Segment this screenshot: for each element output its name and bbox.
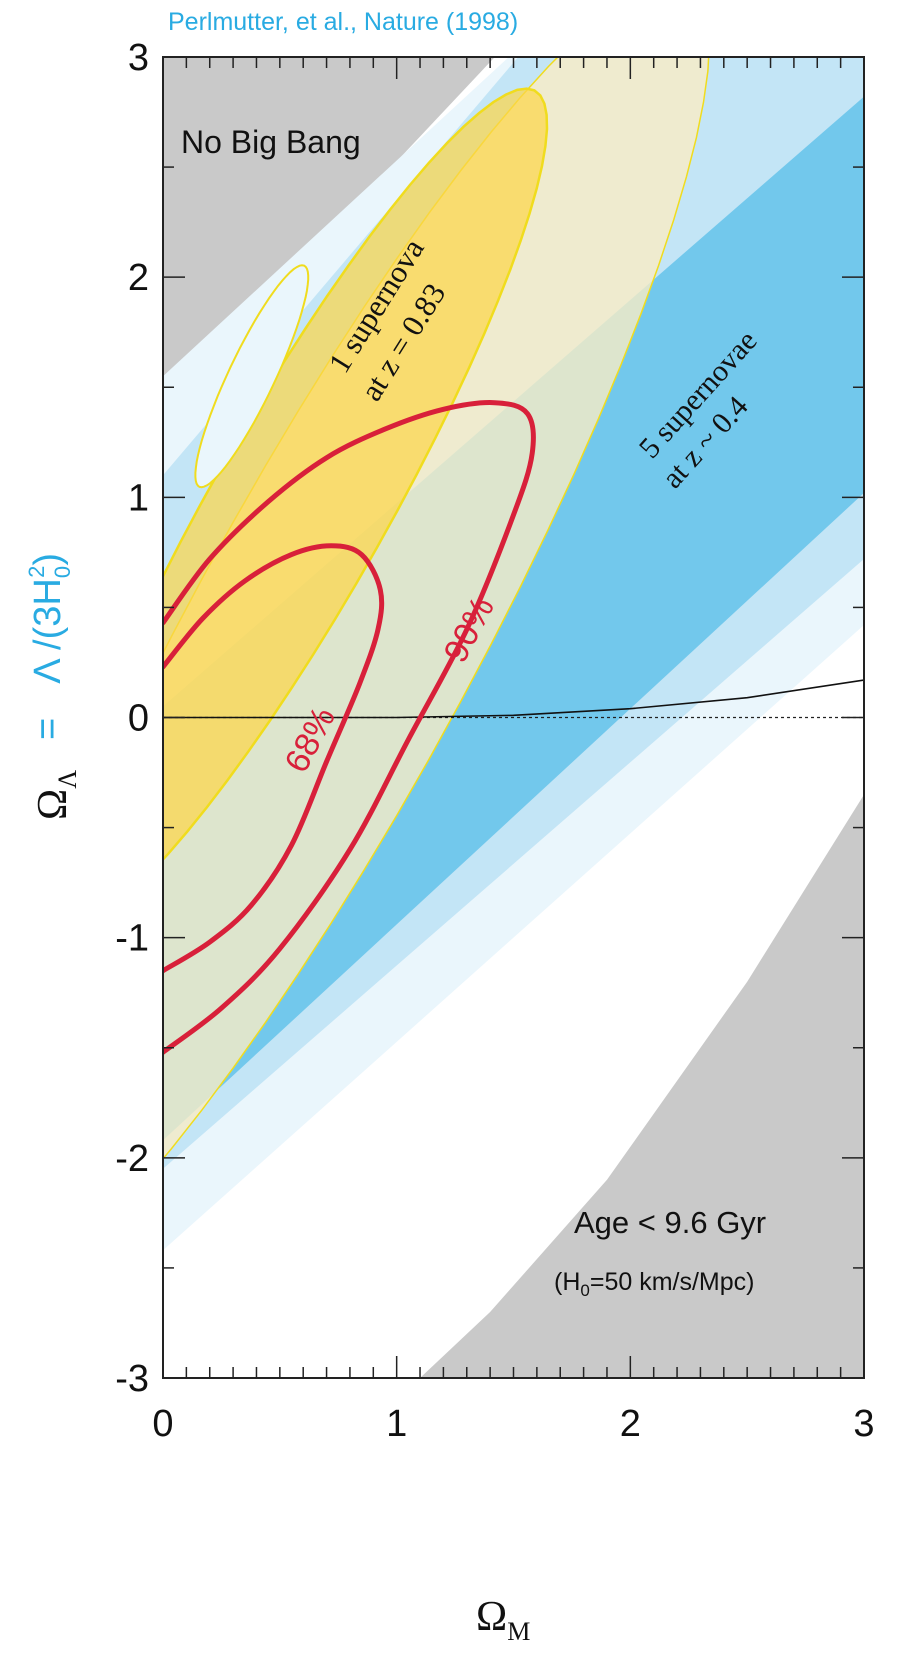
y-axis-label-eq: = [27,718,69,740]
y-tick-label: 3 [128,37,149,79]
contour-90 [163,400,536,1055]
x-tick-label: 0 [152,1403,173,1445]
contour-68 [163,543,385,974]
x-tick-label: 1 [386,1403,407,1445]
region-age-limit [420,794,864,1378]
y-tick-label: 1 [128,477,149,519]
h0-label: (H0=50 km/s/Mpc) [554,1268,754,1300]
x-axis-label-sub: M [507,1617,530,1646]
y-tick-label: 2 [128,257,149,299]
age-boundary-curve [163,679,864,719]
x-tick-label: 2 [620,1403,641,1445]
svg-text:ΩΛ: ΩΛ [30,770,82,820]
y-tick-label: -3 [115,1358,149,1400]
y-axis-label-rhs-sup: 2 [24,566,49,578]
citation: Perlmutter, et al., Nature (1998) [168,8,519,36]
x-axis-label: ΩM [476,1594,530,1646]
y-tick-label: -1 [115,918,149,960]
y-axis-label-lhs-sub: Λ [53,770,82,789]
svg-text:=Λ /(3H02): = Λ /(3H02) [24,553,75,740]
ellipse-hole [194,264,310,489]
age-label: Age < 9.6 Gyr [574,1205,766,1240]
ellipse-inner [163,87,549,862]
y-axis-label-rhs-post: ) [27,553,69,566]
x-tick-label: 3 [853,1403,874,1445]
x-axis-label-main: Ω [476,1594,507,1640]
y-axis-label-rhs-sub: 0 [50,566,75,578]
h0-post: =50 km/s/Mpc) [590,1268,755,1296]
y-tick-label: 0 [128,698,149,740]
h0-pre: (H [554,1268,580,1296]
no-big-bang-label: No Big Bang [181,124,361,160]
y-tick-label: -2 [115,1138,149,1180]
y-axis-label-rhs: Λ /(3H [27,578,69,684]
y-axis-label-lhs: Ω [30,789,76,820]
y-axis-label: ΩΛ = Λ /(3H02) [24,553,82,820]
region-no-big-bang [163,57,495,476]
h0-sub: 0 [580,1281,589,1300]
